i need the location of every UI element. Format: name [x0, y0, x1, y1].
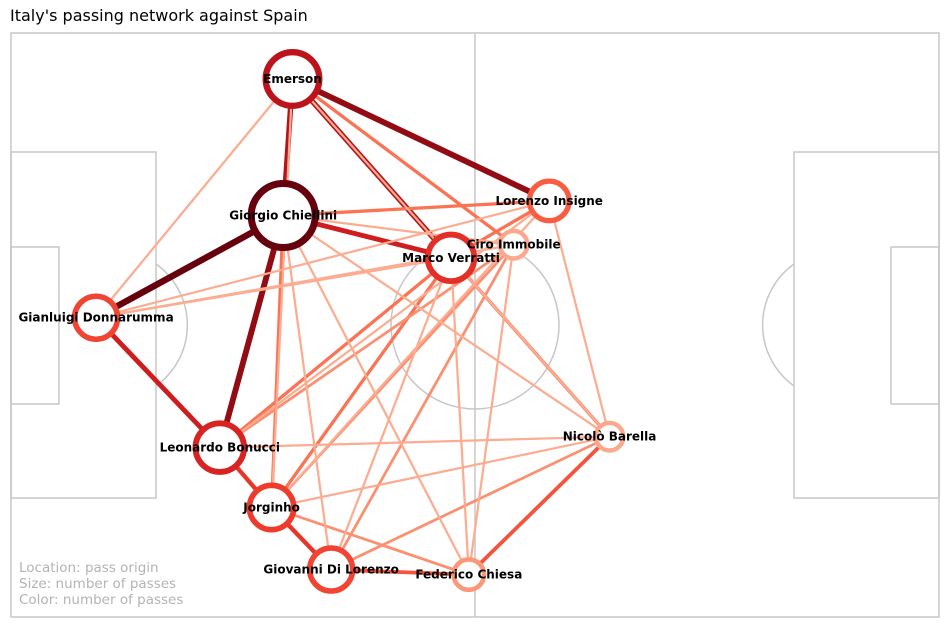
pass-link-bonucci-barella [219, 435, 610, 449]
pass-link-donnarumma-chiellini [94, 212, 285, 321]
pass-link-donnarumma-verratti [95, 256, 452, 319]
player-label-verratti: Marco Verratti [402, 251, 500, 265]
player-node-donnarumma [71, 293, 121, 342]
player-nodes [71, 49, 626, 594]
pass-link-chiellini-dilorenzo [282, 215, 333, 570]
pass-link-chiesa-barella [467, 435, 611, 577]
pass-link-verratti-chiesa [449, 257, 470, 575]
player-node-emerson [262, 49, 323, 109]
player-label-chiesa: Federico Chiesa [415, 568, 522, 582]
pass-link-emerson-jorginho [270, 78, 294, 508]
pass-link-dilorenzo-barella [330, 435, 611, 571]
note-location: Location: pass origin [19, 560, 159, 576]
pass-link-chiellini-immobile [283, 214, 514, 246]
player-node-dilorenzo [306, 545, 356, 594]
pass-link-insigne-barella [548, 200, 611, 437]
player-node-bonucci [192, 420, 248, 475]
pass-link-chiellini-bonucci [216, 214, 287, 449]
player-label-jorginho: Jorginho [242, 501, 300, 515]
pass-link-chiellini-insigne [283, 199, 550, 218]
center-circle [390, 240, 560, 410]
player-labels: Emerson Giorgio Chiellini Lorenzo Insigne C… [18, 72, 656, 582]
pass-link-chiellini-chiesa [282, 214, 470, 576]
player-node-barella [593, 420, 626, 453]
pass-link-verratti-bonucci [218, 256, 453, 449]
player-node-verratti [424, 231, 478, 285]
player-node-insigne [526, 178, 572, 224]
pass-link-emerson-immobile [291, 77, 515, 247]
note-color: Color: number of passes [19, 592, 183, 608]
chart-title: Italy's passing network against Spain [10, 6, 308, 25]
pass-link-verratti-dilorenzo [330, 257, 453, 570]
pass-link-emerson-insigne [291, 76, 551, 204]
pass-links [94, 76, 611, 577]
pass-link-verratti-jorginho [270, 256, 453, 509]
pass-link-immobile-dilorenzo [329, 244, 515, 571]
player-label-chiellini: Giorgio Chiellini [229, 209, 337, 223]
player-label-insigne: Lorenzo Insigne [496, 194, 603, 208]
player-label-dilorenzo: Giovanni Di Lorenzo [263, 563, 398, 577]
player-node-jorginho [246, 482, 297, 533]
player-node-chiellini [247, 180, 319, 251]
player-label-bonucci: Leonardo Bonucci [160, 441, 280, 455]
chart-notes: Location: pass origin Size: number of pa… [19, 560, 183, 608]
pass-link-insigne-bonucci [219, 200, 550, 449]
right-six-yard-box [890, 246, 940, 405]
pitch-markings [10, 32, 940, 618]
right-penalty-area [793, 151, 940, 499]
pass-link-donnarumma-bonucci [94, 316, 222, 450]
left-six-yard-box [10, 246, 60, 405]
pass-link-chiellini-barella [282, 214, 611, 438]
pass-link-immobile-chiesa [467, 244, 515, 575]
player-label-barella: Nicolò Barella [563, 430, 657, 444]
player-label-emerson: Emerson [263, 72, 322, 86]
player-label-donnarumma: Gianluigi Donnarumma [18, 311, 173, 325]
player-label-immobile: Ciro Immobile [467, 238, 561, 252]
pass-link-jorginho-barella [271, 435, 610, 509]
player-node-chiesa [451, 557, 487, 593]
pass-link-jorginho-chiesa [271, 506, 470, 576]
player-node-immobile [497, 228, 530, 261]
pass-link-emerson-donnarumma [95, 78, 294, 319]
right-penalty-arc [761, 263, 795, 387]
pass-link-donnarumma-insigne [95, 199, 550, 319]
note-size: Size: number of passes [19, 576, 176, 592]
